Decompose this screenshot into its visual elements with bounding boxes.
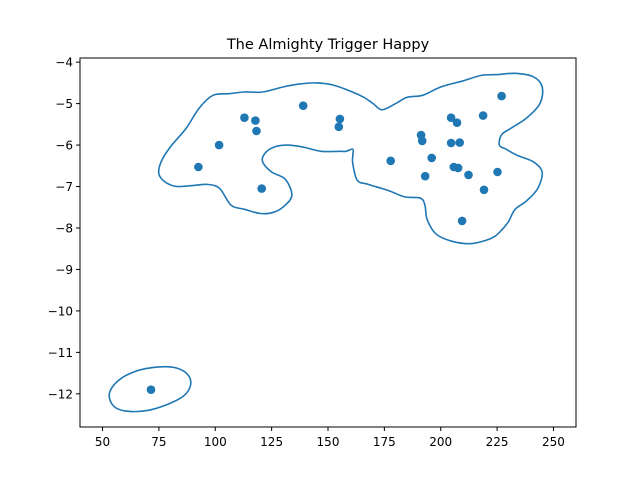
y-tick-label: −7 [55, 180, 73, 194]
data-point [240, 113, 249, 122]
x-tick-label: 200 [429, 435, 452, 449]
data-point [457, 216, 467, 226]
data-point [194, 162, 203, 172]
x-tick-label: 100 [204, 435, 227, 449]
x-tick-label: 150 [317, 435, 340, 449]
data-point [146, 385, 156, 395]
y-tick-label: −4 [55, 56, 73, 70]
y-tick-label: −5 [55, 97, 73, 111]
contour-line-1 [157, 72, 544, 245]
data-point [497, 91, 506, 101]
x-axis: 50 75 100 125 150 175 200 225 250 [95, 427, 565, 449]
data-point [386, 156, 396, 166]
data-point [446, 138, 456, 148]
y-axis: −4 −5 −6 −7 −8 −9 −10 −11 −12 [48, 56, 80, 401]
data-point [446, 113, 456, 122]
x-tick-label: 225 [486, 435, 509, 449]
data-point [479, 185, 489, 195]
x-tick-label: 250 [542, 435, 565, 449]
x-tick-label: 125 [260, 435, 283, 449]
data-point [452, 118, 462, 127]
data-point [453, 163, 463, 173]
y-tick-label: −11 [48, 346, 73, 360]
data-point [478, 111, 488, 120]
density-contours [108, 72, 544, 413]
y-tick-label: −8 [55, 221, 73, 235]
y-tick-label: −9 [55, 263, 73, 277]
data-point [335, 114, 345, 124]
y-tick-label: −12 [48, 387, 73, 401]
x-tick-label: 75 [151, 435, 166, 449]
data-point [417, 136, 427, 146]
data-point [455, 138, 465, 147]
axes-frame [79, 57, 577, 428]
data-point [298, 101, 308, 110]
data-point [427, 153, 437, 163]
data-point [493, 167, 502, 177]
data-point [334, 122, 344, 132]
y-tick-label: −6 [55, 139, 73, 153]
data-point [214, 140, 224, 150]
chart-title: The Almighty Trigger Happy [226, 37, 430, 53]
x-tick-label: 175 [373, 435, 396, 449]
contour-line-2 [108, 365, 192, 413]
data-point [252, 126, 261, 136]
data-point [464, 170, 473, 180]
data-point [420, 171, 430, 181]
x-tick-label: 50 [95, 435, 110, 449]
data-point [257, 184, 267, 193]
y-tick-label: −10 [48, 304, 73, 318]
data-point [251, 116, 260, 125]
scatter-points [146, 91, 506, 395]
